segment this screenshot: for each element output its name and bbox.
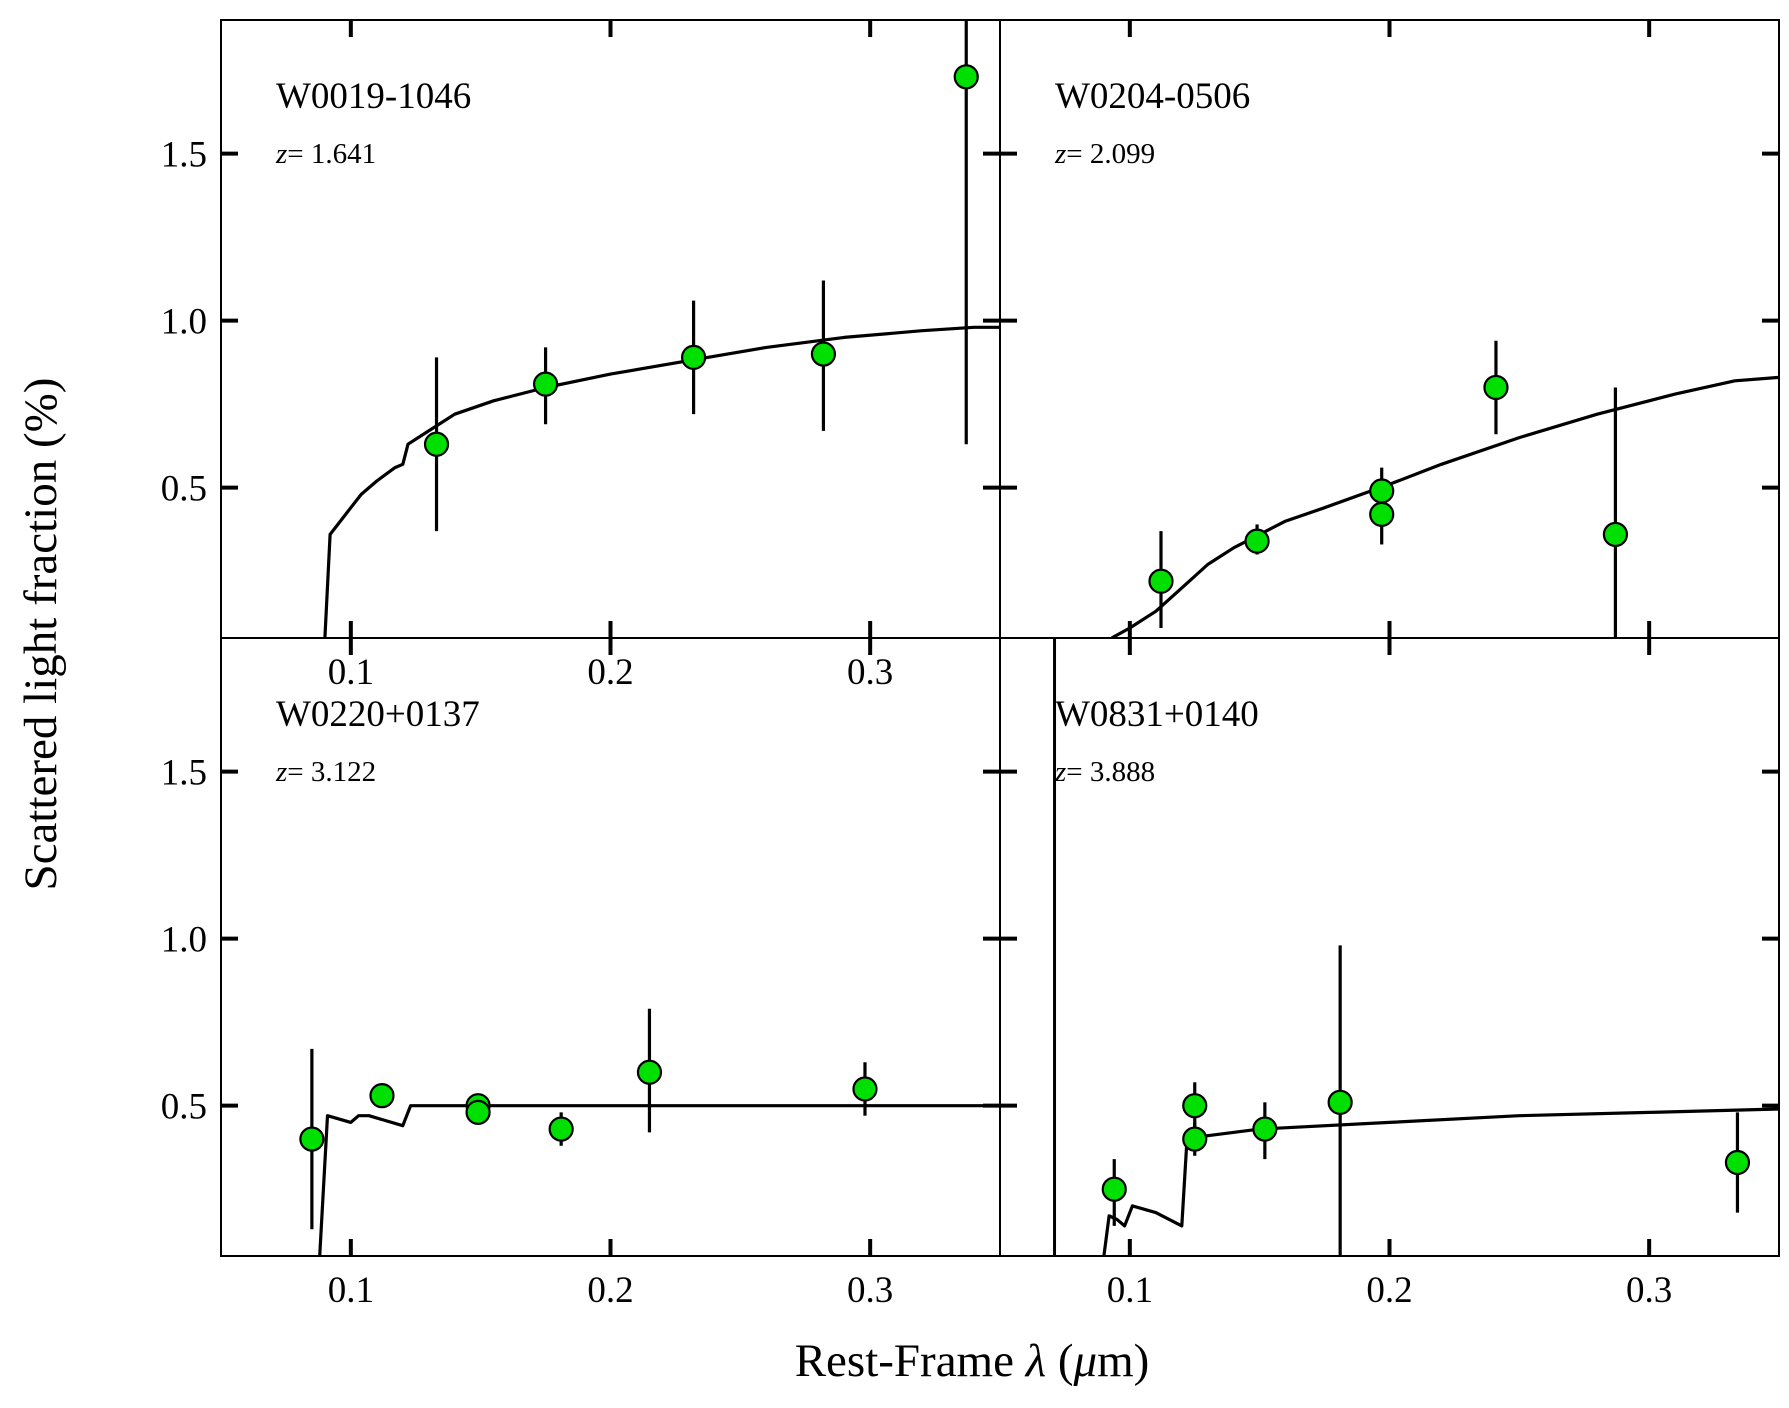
plot-area [323,20,1000,638]
plot-area [1110,340,1779,638]
panel-label: W0204-0506 [1055,76,1250,117]
panel-bottom-right: 0.1 0.2 0.3 W0831+0140 z= 3.888 [999,637,1780,1311]
data-point [852,1076,878,1102]
y-tick-label: 1.5 [161,135,207,176]
x-axis-title-prefix: Rest-Frame [795,1335,1026,1387]
x-tick-label: 0.2 [587,1270,633,1311]
data-point [532,371,559,397]
panel-top-left: 0.1 0.2 0.3 0.5 1.0 1.5 W0019-1046 z= 1.641 [161,19,1001,693]
y-tick-label: 1.5 [161,753,207,794]
x-tick-label: 0.2 [587,652,633,693]
data-point [1244,528,1270,554]
plot-area [1053,638,1779,1256]
redshift-symbol: z [275,138,287,170]
data-point [1252,1116,1278,1142]
x-axis-title-open: ( [1046,1335,1073,1387]
redshift-symbol: z [275,756,287,788]
data-point [1148,568,1174,594]
data-point [423,431,450,457]
y-axis-title: Scattered light fraction (%) [15,378,67,891]
panel-label: W0220+0137 [276,694,480,735]
redshift-symbol: z [1054,138,1066,170]
x-axis-title-var: λ [1024,1335,1046,1387]
data-point [810,341,837,367]
data-point [465,1099,491,1125]
data-point [369,1083,395,1109]
x-tick-label: 0.1 [1107,1270,1153,1311]
data-point [1369,501,1395,528]
panel-top-right: W0204-0506 z= 2.099 [999,19,1780,639]
redshift-symbol: z [1054,756,1066,788]
data-point [680,344,707,370]
data-point [1182,1093,1208,1119]
panel-bottom-left: 0.1 0.2 0.3 0.5 1.0 1.5 W0220+0137 z= 3.122 [161,637,1001,1311]
data-point [1101,1176,1127,1202]
model-curve [323,325,1000,638]
redshift-value: = 2.099 [1066,138,1155,170]
y-axis-title-group: Scattered light fraction (%) [15,378,67,891]
data-point [548,1116,574,1142]
data-point [953,64,979,90]
redshift-value: = 3.122 [287,756,376,788]
redshift-value: = 1.641 [287,138,376,170]
x-tick-label: 0.3 [1626,1270,1672,1311]
model-curve [318,1104,1000,1256]
data-point [1182,1126,1208,1152]
model-curve [1102,1107,1779,1256]
redshift-value: = 3.888 [1066,756,1155,788]
data-point [1724,1149,1751,1176]
data-point [1602,521,1629,548]
panel-label: W0019-1046 [276,76,471,117]
x-tick-label: 0.3 [847,1270,893,1311]
x-tick-label: 0.3 [847,652,893,693]
y-tick-label: 1.0 [161,302,207,343]
redshift-label: z= 2.099 [1054,138,1155,170]
redshift-label: z= 3.122 [275,756,376,788]
panel-label: W0831+0140 [1055,694,1259,735]
x-axis-title-unit-mu: μ [1072,1335,1097,1387]
x-tick-label: 0.1 [328,652,374,693]
data-point [1327,1089,1353,1115]
x-tick-label: 0.1 [328,1270,374,1311]
data-point [636,1059,663,1085]
x-tick-label: 0.2 [1366,1270,1412,1311]
redshift-label: z= 1.641 [275,138,376,170]
plot-area [299,1008,1000,1256]
redshift-label: z= 3.888 [1054,756,1155,788]
x-axis-title: Rest-Frame λ (μm) [795,1335,1150,1387]
y-tick-label: 0.5 [161,1087,207,1128]
model-curve [1110,375,1779,638]
data-point [1483,374,1509,401]
y-tick-label: 1.0 [161,920,207,961]
data-point [1369,478,1395,504]
x-axis-title-unit-rest: m) [1097,1335,1149,1387]
data-point [299,1126,325,1152]
y-tick-label: 0.5 [161,469,207,510]
